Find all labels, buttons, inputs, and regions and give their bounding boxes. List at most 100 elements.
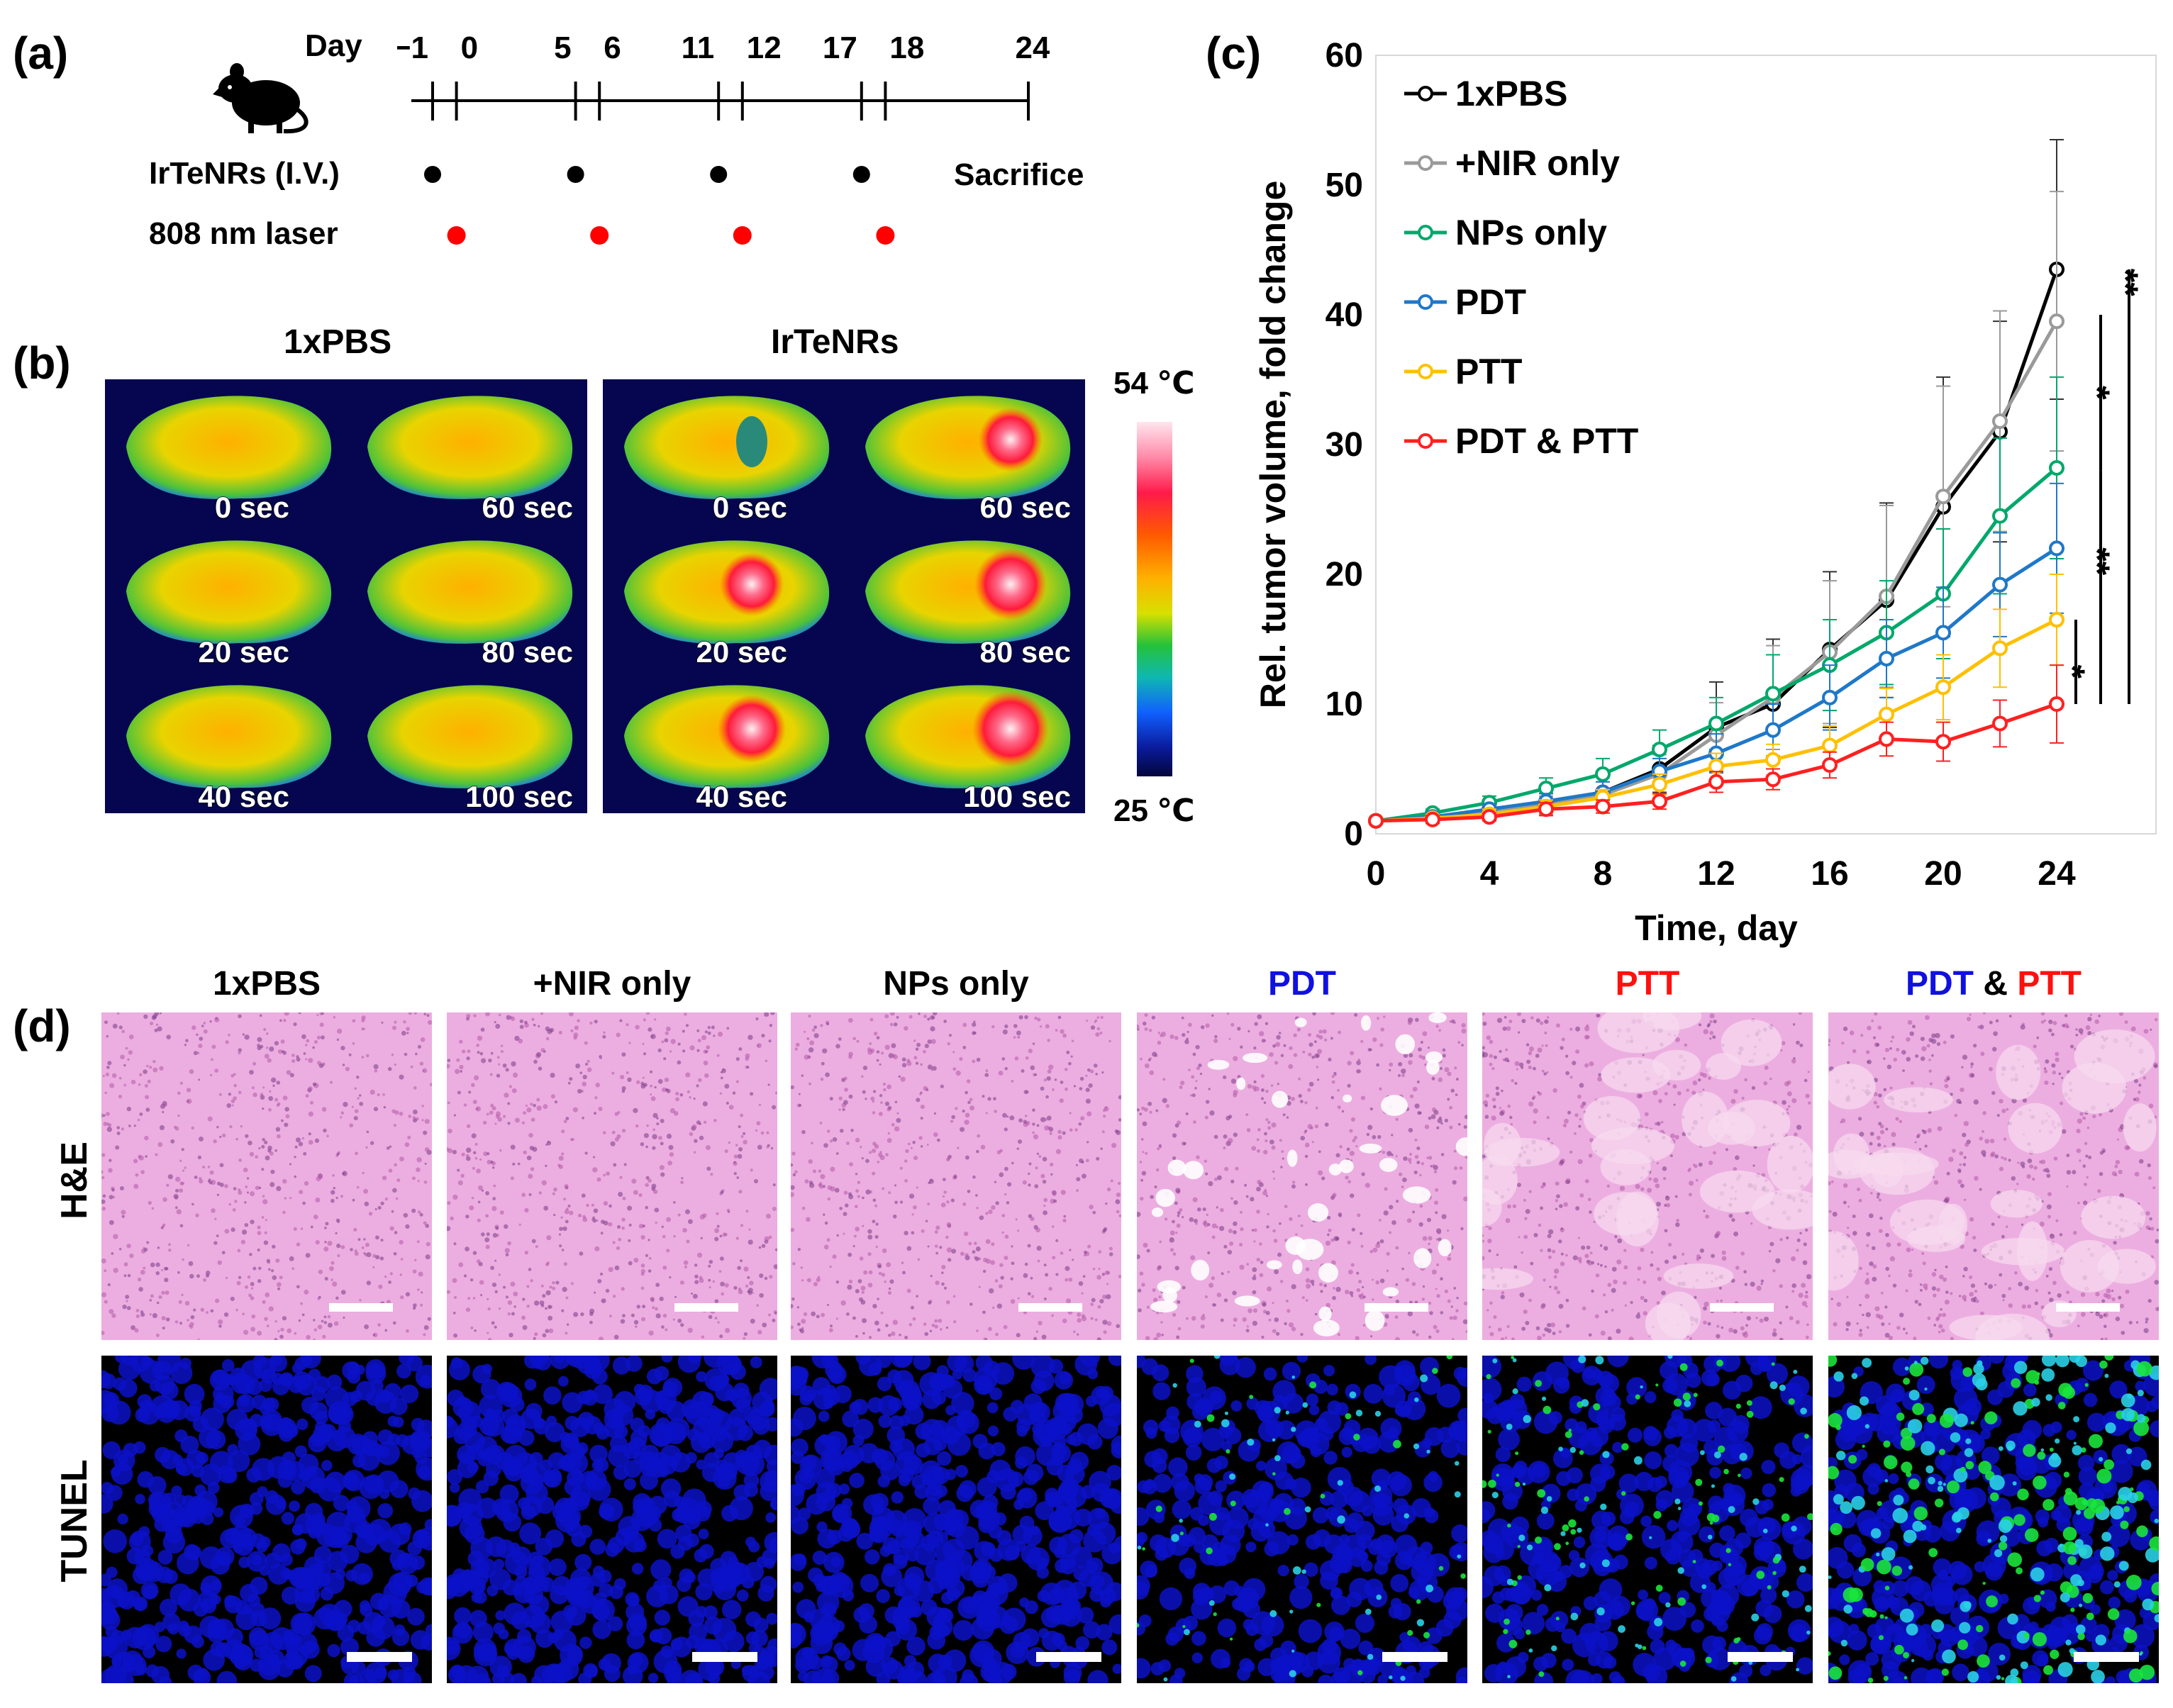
he-nucleus <box>1791 1098 1797 1103</box>
he-nucleus <box>1382 1015 1386 1018</box>
he-nucleus <box>107 1061 112 1066</box>
he-nucleus <box>2008 1159 2011 1162</box>
he-nucleus <box>1828 1180 1831 1186</box>
he-nucleus <box>862 1318 867 1324</box>
he-nucleus <box>999 1172 1004 1178</box>
he-nucleus <box>1979 1025 1984 1029</box>
he-nucleus <box>479 1051 484 1056</box>
he-nucleus <box>1630 1300 1633 1305</box>
he-nucleus <box>2085 1025 2091 1030</box>
he-nucleus <box>719 1092 723 1095</box>
he-nucleus <box>1379 1087 1382 1091</box>
he-nucleus <box>1698 1162 1703 1167</box>
he-nucleus <box>167 1174 173 1180</box>
he-nucleus <box>774 1091 777 1095</box>
he-nucleus <box>1914 1141 1917 1144</box>
he-nucleus <box>1065 1087 1068 1091</box>
he-nucleus <box>1982 1129 1984 1133</box>
he-nucleus <box>1451 1019 1455 1024</box>
he-nucleus <box>1969 1292 1974 1297</box>
he-nucleus <box>242 1312 245 1316</box>
he-nucleus <box>229 1124 233 1129</box>
he-nucleus <box>925 1219 928 1222</box>
he-nucleus <box>617 1111 621 1115</box>
he-nucleus <box>412 1118 417 1123</box>
he-nucleus <box>1589 1210 1592 1214</box>
he-nucleus <box>1092 1210 1096 1215</box>
he-nucleus <box>1688 1167 1691 1171</box>
he-nucleus <box>689 1045 695 1051</box>
he-nucleus <box>995 1332 999 1336</box>
he-nucleus <box>791 1304 794 1309</box>
he-nucleus <box>1440 1122 1443 1125</box>
tunel-nucleus <box>102 1441 121 1460</box>
he-nucleus <box>123 1274 127 1278</box>
data-point <box>1595 766 1611 782</box>
he-nucleus <box>855 1173 858 1176</box>
he-nucleus <box>1078 1281 1084 1286</box>
he-nucleus <box>960 1127 965 1132</box>
he-nucleus <box>1202 1207 1206 1212</box>
he-nucleus <box>1962 1275 1965 1278</box>
he-nucleus <box>2066 1290 2069 1295</box>
he-nucleus <box>969 1302 973 1306</box>
he-nucleus <box>391 1210 394 1213</box>
he-nucleus <box>1149 1110 1152 1114</box>
he-nucleus <box>891 1043 896 1049</box>
he-nucleus <box>580 1312 584 1317</box>
he-nucleus <box>736 1176 740 1179</box>
he-nucleus <box>708 1278 711 1282</box>
he-nucleus <box>372 1334 375 1336</box>
he-nucleus <box>519 1019 523 1024</box>
he-nucleus <box>1036 1152 1040 1155</box>
he-nucleus <box>1731 1217 1735 1222</box>
he-nucleus <box>150 1022 154 1026</box>
he-nucleus <box>1506 1026 1511 1032</box>
thermal-time-label: 100 sec <box>465 780 573 813</box>
he-nucleus <box>552 1286 556 1290</box>
he-nucleus <box>739 1259 743 1263</box>
he-nucleus <box>364 1201 369 1207</box>
he-nucleus <box>1158 1295 1162 1299</box>
he-nucleus <box>1482 1021 1487 1026</box>
he-nucleus <box>614 1265 620 1271</box>
he-nucleus <box>1744 1283 1748 1286</box>
he-nucleus <box>1764 1065 1769 1071</box>
he-nucleus <box>743 1266 749 1272</box>
he-nucleus <box>1272 1302 1274 1305</box>
he-nucleus <box>447 1064 450 1068</box>
he-vacuole <box>1207 1059 1230 1070</box>
he-nucleus <box>477 1218 481 1222</box>
he-nucleus <box>1418 1222 1423 1227</box>
he-nucleus <box>1537 1335 1542 1340</box>
he-nucleus <box>1450 1088 1455 1093</box>
he-nucleus <box>826 1303 829 1306</box>
he-nucleus <box>877 1152 883 1158</box>
he-nucleus <box>453 1295 457 1299</box>
he-nucleus <box>477 1051 480 1054</box>
thermal-time-label: 40 sec <box>199 780 289 813</box>
he-nucleus <box>1533 1233 1538 1238</box>
he-nucleus <box>103 1114 106 1117</box>
he-nucleus <box>1555 1207 1558 1211</box>
he-nucleus <box>988 1210 993 1215</box>
he-nucleus <box>318 1269 323 1275</box>
he-nucleus <box>1883 1057 1886 1060</box>
he-nucleus <box>263 1240 269 1245</box>
he-nucleus <box>2084 1142 2088 1146</box>
he-nucleus <box>1486 1035 1491 1040</box>
he-nucleus <box>1505 1218 1511 1223</box>
he-nucleus <box>1086 1068 1091 1072</box>
he-nucleus <box>268 1268 271 1271</box>
he-nucleus <box>2052 1083 2055 1085</box>
he-nucleus <box>1491 1098 1496 1102</box>
he-nucleus <box>1086 1141 1089 1144</box>
he-nucleus <box>1963 1266 1968 1272</box>
he-nucleus <box>2052 1071 2057 1075</box>
he-nucleus <box>1412 1086 1418 1092</box>
he-nucleus <box>1150 1195 1154 1200</box>
he-nucleus <box>1653 1177 1659 1183</box>
he-nucleus <box>1185 1112 1189 1115</box>
he-nucleus <box>748 1288 753 1293</box>
he-nucleus <box>327 1315 331 1319</box>
